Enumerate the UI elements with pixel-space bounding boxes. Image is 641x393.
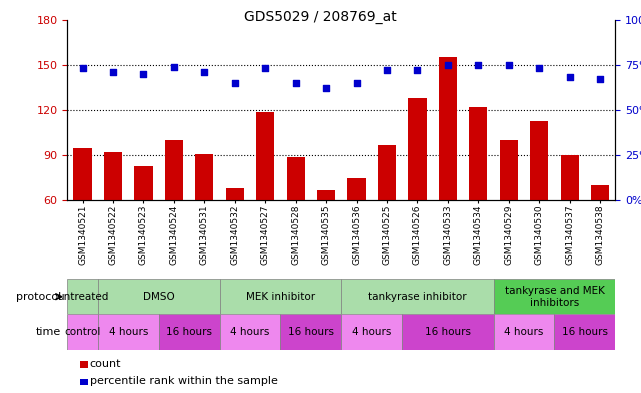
FancyBboxPatch shape <box>97 279 219 314</box>
Text: 4 hours: 4 hours <box>108 327 148 337</box>
Point <box>260 65 271 72</box>
Bar <box>408 98 427 200</box>
Text: 4 hours: 4 hours <box>230 327 270 337</box>
Text: 4 hours: 4 hours <box>352 327 392 337</box>
Point <box>504 62 514 68</box>
FancyBboxPatch shape <box>281 314 342 350</box>
Point <box>595 76 605 83</box>
Text: 16 hours: 16 hours <box>166 327 212 337</box>
Text: 4 hours: 4 hours <box>504 327 544 337</box>
Point <box>382 67 392 73</box>
Bar <box>165 140 183 200</box>
Point <box>321 85 331 92</box>
Bar <box>378 145 396 200</box>
FancyBboxPatch shape <box>342 279 494 314</box>
Text: 16 hours: 16 hours <box>288 327 334 337</box>
Text: count: count <box>90 358 121 369</box>
FancyBboxPatch shape <box>554 314 615 350</box>
Text: DMSO: DMSO <box>143 292 174 302</box>
Bar <box>438 57 457 200</box>
Bar <box>104 152 122 200</box>
Point <box>412 67 422 73</box>
Point <box>473 62 483 68</box>
Point <box>108 69 118 75</box>
Point <box>78 65 88 72</box>
Point <box>199 69 210 75</box>
FancyBboxPatch shape <box>494 279 615 314</box>
Text: protocol: protocol <box>15 292 61 302</box>
Point <box>138 71 149 77</box>
Bar <box>591 185 609 200</box>
FancyBboxPatch shape <box>403 314 494 350</box>
Text: percentile rank within the sample: percentile rank within the sample <box>90 376 278 386</box>
Bar <box>226 188 244 200</box>
Text: control: control <box>64 327 101 337</box>
Point <box>443 62 453 68</box>
Bar <box>469 107 488 200</box>
FancyBboxPatch shape <box>67 314 97 350</box>
Bar <box>196 154 213 200</box>
Point <box>290 80 301 86</box>
Text: untreated: untreated <box>57 292 108 302</box>
Point <box>565 74 575 81</box>
Text: tankyrase inhibitor: tankyrase inhibitor <box>368 292 467 302</box>
Point <box>229 80 240 86</box>
Text: MEK inhibitor: MEK inhibitor <box>246 292 315 302</box>
Bar <box>73 148 92 200</box>
Point <box>169 64 179 70</box>
FancyBboxPatch shape <box>158 314 219 350</box>
Bar <box>347 178 365 200</box>
Bar <box>317 190 335 200</box>
Point <box>534 65 544 72</box>
Bar <box>287 157 304 200</box>
FancyBboxPatch shape <box>219 279 342 314</box>
FancyBboxPatch shape <box>67 279 97 314</box>
Text: GDS5029 / 208769_at: GDS5029 / 208769_at <box>244 10 397 24</box>
Text: time: time <box>36 327 61 337</box>
Bar <box>134 166 153 200</box>
Text: 16 hours: 16 hours <box>425 327 471 337</box>
Text: 16 hours: 16 hours <box>562 327 608 337</box>
Bar <box>500 140 518 200</box>
FancyBboxPatch shape <box>97 314 158 350</box>
Bar <box>256 112 274 200</box>
Text: tankyrase and MEK
inhibitors: tankyrase and MEK inhibitors <box>504 286 604 307</box>
FancyBboxPatch shape <box>494 314 554 350</box>
FancyBboxPatch shape <box>342 314 403 350</box>
Point <box>351 80 362 86</box>
Bar <box>530 121 549 200</box>
Bar <box>560 155 579 200</box>
FancyBboxPatch shape <box>219 314 281 350</box>
